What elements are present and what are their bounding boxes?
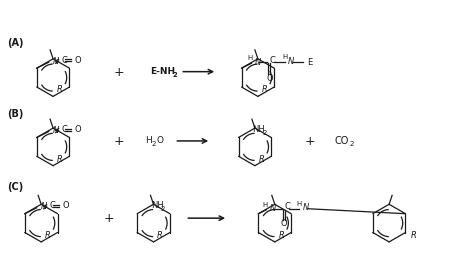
Text: NH: NH: [151, 201, 164, 210]
Text: N: N: [53, 126, 59, 135]
Text: 2: 2: [173, 72, 177, 78]
Text: C: C: [284, 202, 290, 211]
Text: (C): (C): [8, 181, 24, 191]
Text: O: O: [74, 125, 81, 134]
Text: R: R: [56, 155, 63, 164]
Text: N: N: [288, 57, 294, 66]
Text: (B): (B): [8, 109, 24, 119]
Text: H: H: [146, 137, 152, 146]
Text: +: +: [113, 66, 124, 79]
Text: +: +: [103, 212, 114, 225]
Text: N: N: [41, 202, 47, 211]
Text: O: O: [281, 219, 288, 228]
Text: 2: 2: [152, 141, 156, 147]
Text: O: O: [266, 74, 273, 83]
Text: C: C: [269, 56, 275, 65]
Text: 2: 2: [349, 141, 354, 147]
Text: (A): (A): [8, 38, 24, 48]
Text: CO: CO: [335, 136, 349, 146]
Text: C: C: [62, 125, 67, 134]
Text: H: H: [248, 55, 253, 61]
Text: 2: 2: [263, 129, 267, 135]
Text: R: R: [410, 231, 416, 240]
Text: R: R: [157, 231, 163, 240]
Text: C: C: [62, 56, 67, 65]
Text: O: O: [63, 201, 69, 210]
Text: +: +: [304, 135, 315, 149]
Text: NH: NH: [253, 125, 265, 134]
Text: H: H: [263, 202, 268, 208]
Text: +: +: [113, 135, 124, 149]
Text: C: C: [50, 201, 55, 210]
Text: R: R: [56, 85, 63, 94]
Text: H: H: [283, 54, 288, 60]
Text: O: O: [156, 137, 164, 146]
Text: N: N: [303, 203, 310, 212]
Text: N: N: [255, 58, 261, 67]
Text: R: R: [278, 231, 284, 240]
Text: E-NH: E-NH: [151, 67, 176, 76]
Text: N: N: [269, 204, 275, 213]
Text: E: E: [307, 58, 312, 67]
Text: R: R: [261, 85, 267, 94]
Text: R: R: [258, 155, 264, 164]
Text: R: R: [45, 231, 51, 240]
Text: N: N: [53, 57, 59, 66]
Text: O: O: [74, 56, 81, 65]
Text: H: H: [297, 201, 302, 207]
Text: 2: 2: [161, 206, 165, 212]
